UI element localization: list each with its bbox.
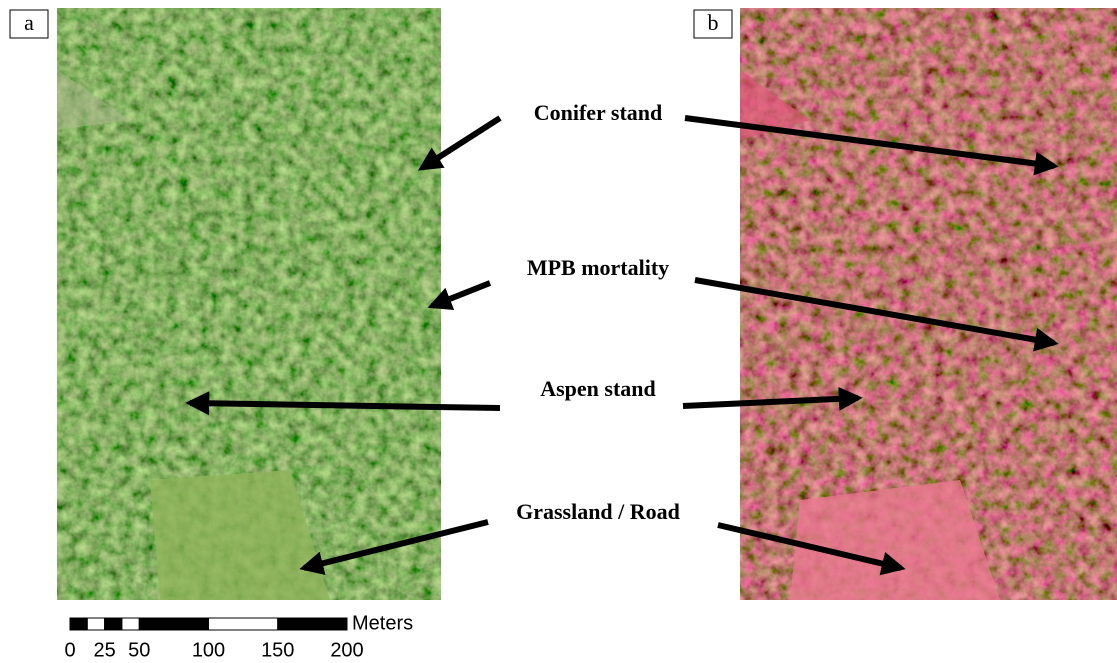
scale-segment	[122, 618, 139, 630]
scale-segment	[278, 618, 347, 630]
scale-segment	[87, 618, 104, 630]
panel-label: a	[24, 10, 34, 35]
scale-segment	[105, 618, 122, 630]
figure: a b Conifer stand MPB mortality Aspen st…	[0, 0, 1117, 663]
scale-tick-label: 100	[192, 639, 225, 661]
panel-label: b	[708, 10, 719, 35]
scale-tick-label: 25	[94, 639, 116, 661]
annotation: Aspen stand	[540, 376, 656, 401]
scale-segment	[209, 618, 278, 630]
scale-tick-label: 150	[261, 639, 294, 661]
scale-segment	[139, 618, 208, 630]
scale-bar: 0 25 50 100 150 200	[64, 618, 363, 661]
image-a	[57, 8, 441, 600]
annotation: Conifer stand	[534, 100, 663, 125]
scale-tick-label: 0	[64, 639, 75, 661]
scale-tick-label: 50	[128, 639, 150, 661]
image-b	[740, 8, 1117, 600]
scale-tick-label: 200	[330, 639, 363, 661]
annotation: Grassland / Road	[516, 499, 680, 524]
annotation: MPB mortality	[527, 255, 669, 280]
scale-segment	[70, 618, 87, 630]
scale-unit: Meters	[352, 612, 413, 634]
